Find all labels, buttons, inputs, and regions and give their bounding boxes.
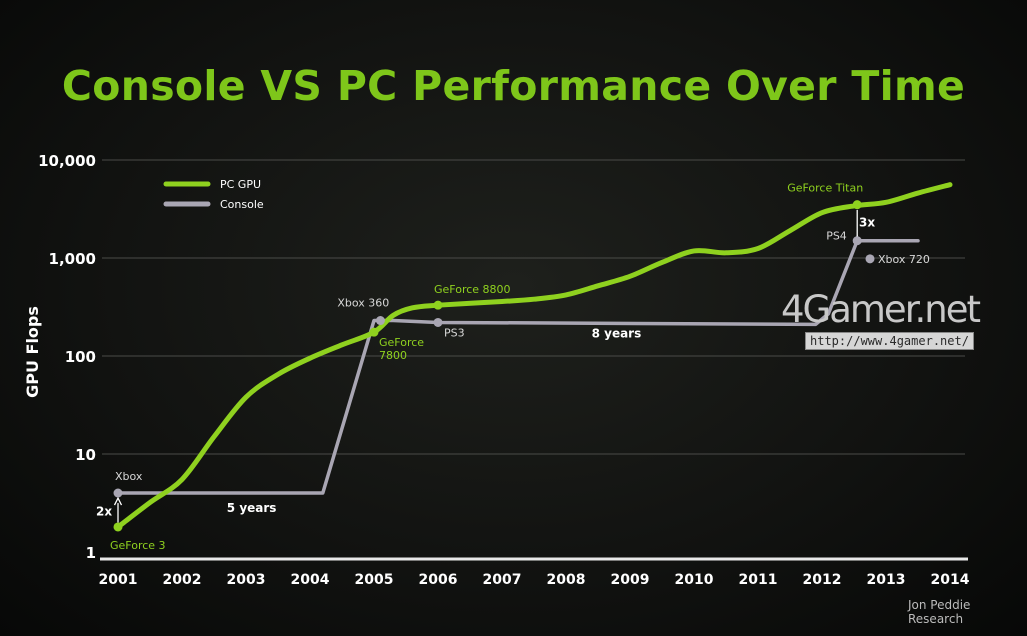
x-tick-2010: 2010 xyxy=(675,572,714,588)
y-axis-label: GPU Flops xyxy=(23,306,42,398)
x-tick-2001: 2001 xyxy=(99,572,138,588)
x-tick-2008: 2008 xyxy=(547,572,586,588)
y-tick-1000: 1,000 xyxy=(49,250,96,268)
marker-label-geforce-7800: GeForce 7800 xyxy=(379,336,424,362)
legend: PC GPU Console xyxy=(163,178,264,211)
grid xyxy=(100,159,968,561)
marker-geforce-titan xyxy=(852,200,862,210)
x-tick-2007: 2007 xyxy=(483,572,522,588)
x-tick-2006: 2006 xyxy=(419,572,458,588)
y-tick-100: 100 xyxy=(65,348,96,366)
marker-xbox xyxy=(113,488,123,498)
marker-label-geforce-3: GeForce 3 xyxy=(110,539,166,552)
point-markers: GeForce 3 GeForce 7800 GeForce 8800 GeForce … xyxy=(110,182,930,552)
annotation-3x: 3x xyxy=(859,216,875,230)
marker-label-xbox-360: Xbox 360 xyxy=(337,297,389,310)
legend-label-pc-gpu: PC GPU xyxy=(220,178,261,191)
y-tick-1: 1 xyxy=(86,544,96,562)
source-credit: Jon Peddie Research xyxy=(908,598,971,626)
annotation-8-years: 8 years xyxy=(592,326,642,340)
annotation-2x: 2x xyxy=(96,504,112,518)
x-tick-2012: 2012 xyxy=(803,572,842,588)
chart-title: Console VS PC Performance Over Time xyxy=(61,62,966,110)
marker-label-ps4: PS4 xyxy=(826,230,847,243)
marker-xbox-720 xyxy=(865,254,875,264)
series-line-pc-gpu xyxy=(115,182,953,530)
arrow-2x-head xyxy=(113,496,123,506)
watermark-logo: 4Gamer.net xyxy=(781,288,981,331)
annotations: 2x 5 years 8 years 3x xyxy=(96,216,875,519)
y-tick-10000: 10,000 xyxy=(38,152,96,170)
x-tick-2014: 2014 xyxy=(931,572,970,588)
axis-ticks: 1 10 100 1,000 10,000 2001 2002 2003 2004 2005 200… xyxy=(38,152,970,588)
watermark-url: http://www.4gamer.net/ xyxy=(805,332,974,350)
x-tick-2013: 2013 xyxy=(867,572,906,588)
marker-geforce-7800 xyxy=(369,327,379,337)
marker-ps4 xyxy=(852,236,862,246)
marker-label-xbox: Xbox xyxy=(115,470,143,483)
series-line-console xyxy=(116,238,920,495)
marker-xbox-360 xyxy=(375,316,385,326)
watermark: 4Gamer.net http://www.4gamer.net/ xyxy=(781,290,1001,350)
x-tick-2002: 2002 xyxy=(163,572,202,588)
marker-geforce-8800 xyxy=(433,300,443,310)
marker-label-xbox-720: Xbox 720 xyxy=(878,253,930,266)
marker-label-geforce-8800: GeForce 8800 xyxy=(434,283,511,296)
y-tick-10: 10 xyxy=(75,446,96,464)
x-tick-2009: 2009 xyxy=(611,572,650,588)
x-tick-2011: 2011 xyxy=(739,572,778,588)
x-tick-2003: 2003 xyxy=(227,572,266,588)
annotation-5-years: 5 years xyxy=(227,501,277,515)
comparison-arrows xyxy=(113,209,862,523)
marker-ps3 xyxy=(433,317,443,327)
legend-label-console: Console xyxy=(220,198,264,211)
marker-label-ps3: PS3 xyxy=(444,326,465,339)
marker-label-geforce-titan: GeForce Titan xyxy=(787,182,863,195)
x-tick-2004: 2004 xyxy=(291,572,330,588)
marker-geforce-3 xyxy=(113,522,123,532)
x-tick-2005: 2005 xyxy=(355,572,394,588)
